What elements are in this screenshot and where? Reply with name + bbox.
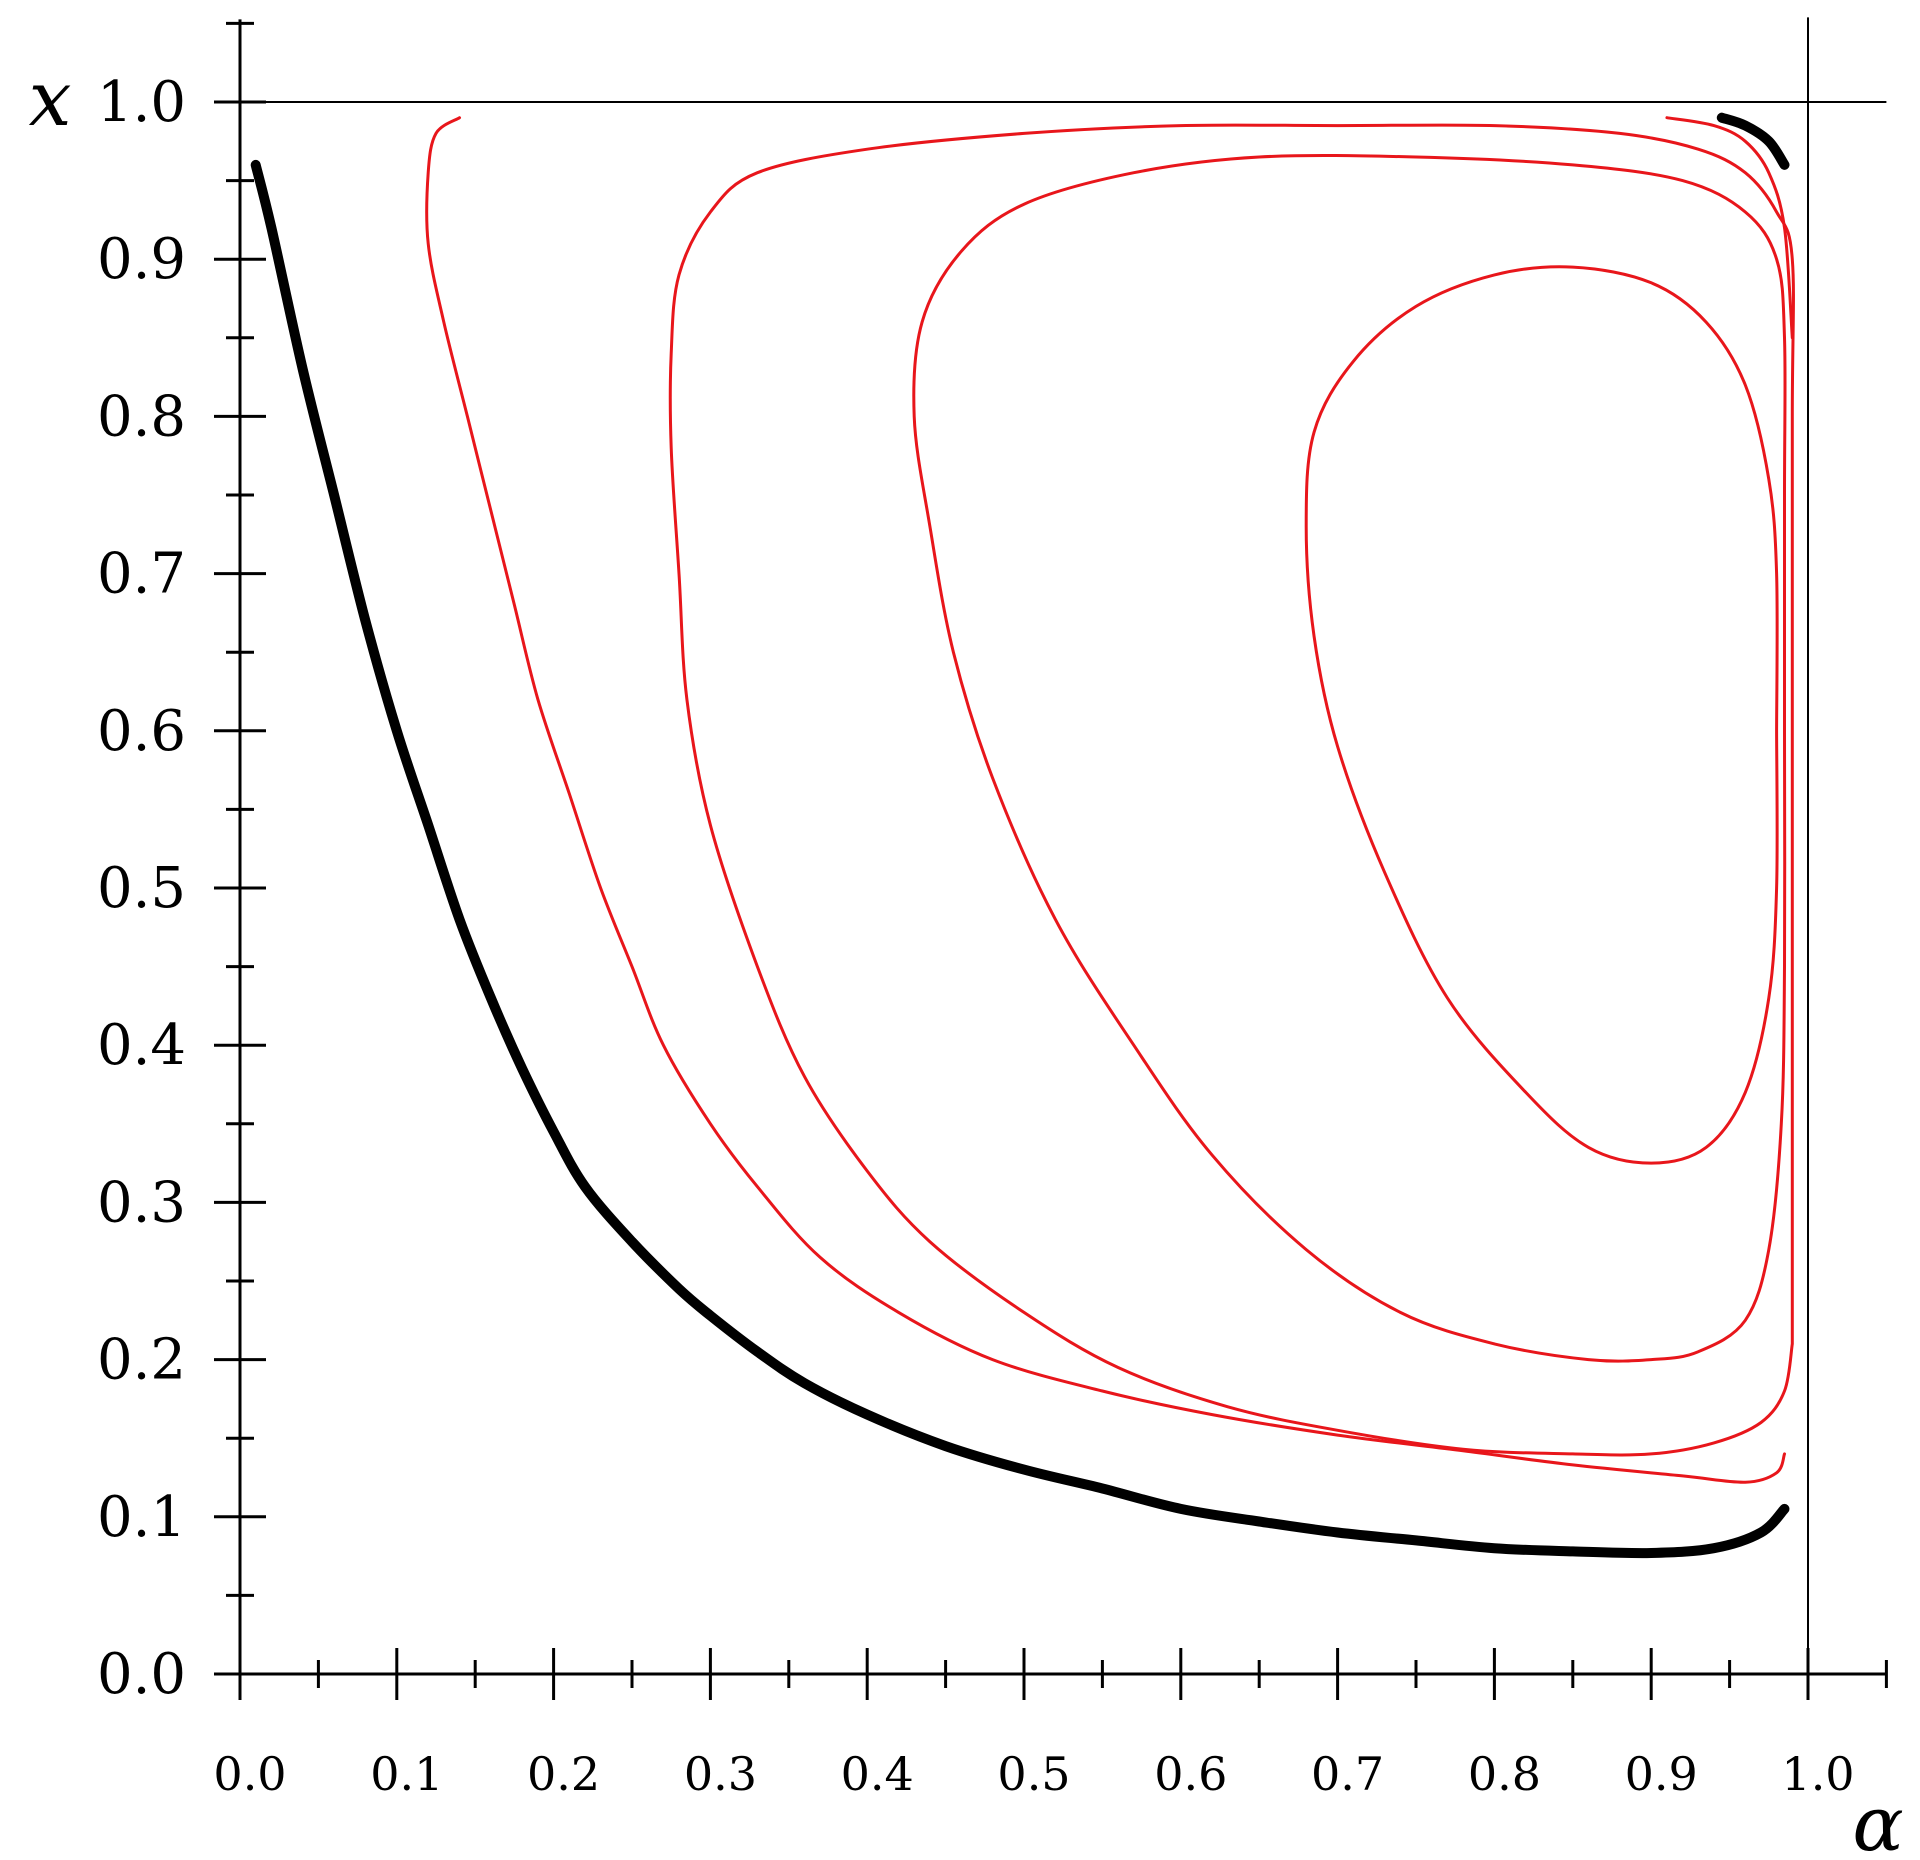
x-tick-label: 0.3 — [684, 1747, 757, 1801]
y-tick-label: 0.7 — [97, 542, 186, 607]
x-tick-label: 0.7 — [1311, 1747, 1384, 1801]
x-tick-label: 0.6 — [1154, 1747, 1227, 1801]
x-tick-label: 0.9 — [1625, 1747, 1698, 1801]
y-tick-label: 0.3 — [97, 1170, 186, 1235]
y-tick-label: 1.0 — [97, 70, 186, 135]
x-tick-label: 0.4 — [841, 1747, 914, 1801]
orbit-curve-5 — [912, 154, 1787, 1363]
orbit-curve-3 — [668, 123, 1795, 1457]
y-tick-label: 0.9 — [97, 227, 186, 292]
reference-lines — [240, 17, 1887, 1674]
x-tick-label: 0.5 — [997, 1747, 1070, 1801]
x-tick-label: 0.0 — [213, 1747, 286, 1801]
x-axis-title: α — [1852, 1779, 1903, 1860]
orbit-curve-2 — [425, 116, 1786, 1484]
series-group — [250, 112, 1795, 1559]
orbit-curve-4 — [1665, 116, 1794, 340]
separatrix-curve-1 — [1716, 112, 1790, 170]
x-tick-label: 0.1 — [370, 1747, 443, 1801]
y-tick-label: 0.0 — [97, 1642, 186, 1707]
x-tick-label: 1.0 — [1781, 1747, 1854, 1801]
orbit-curve-6 — [1304, 265, 1779, 1165]
y-tick-label: 0.2 — [97, 1328, 186, 1393]
y-axis-title: x — [29, 54, 72, 143]
y-tick-label: 0.5 — [97, 856, 186, 921]
axes — [214, 19, 1888, 1700]
separatrix-curve-0 — [250, 159, 1790, 1559]
y-tick-label: 0.4 — [97, 1013, 186, 1078]
x-tick-label: 0.8 — [1468, 1747, 1541, 1801]
y-tick-label: 0.8 — [97, 384, 186, 449]
y-tick-label: 0.6 — [97, 699, 186, 764]
tick-labels: 0.0 0.1 0.2 0.3 0.4 0.5 0.6 0.7 0.8 0.9 1.0 0.0 0.1 0… — [97, 70, 1855, 1801]
y-tick-label: 0.1 — [97, 1485, 186, 1550]
x-tick-label: 0.2 — [527, 1747, 600, 1801]
